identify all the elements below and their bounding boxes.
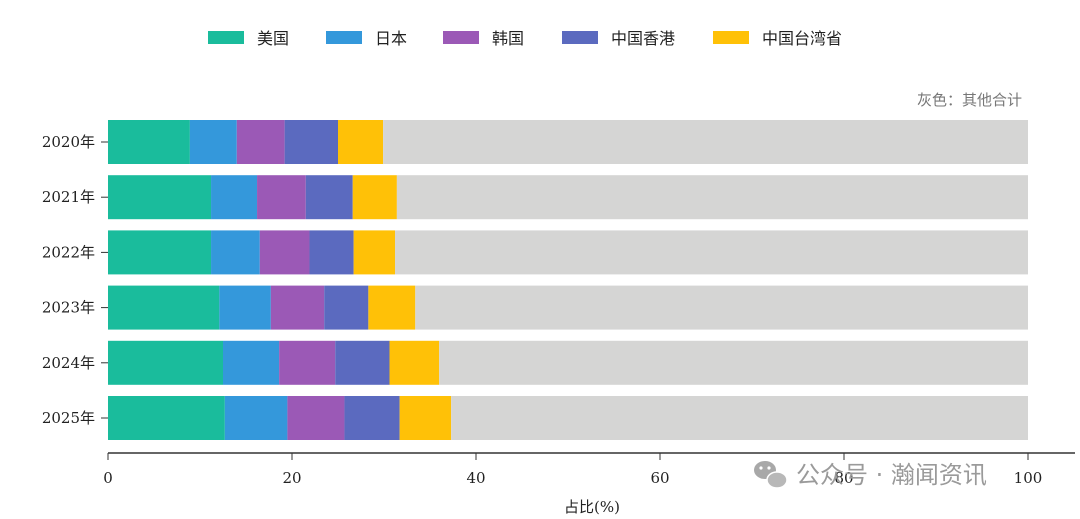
y-tick-label-5: 2024年 bbox=[42, 354, 95, 372]
bar-2-other bbox=[396, 175, 1028, 220]
x-tick-label-6: 100 bbox=[1014, 469, 1043, 487]
legend-label-1: 美国 bbox=[257, 29, 289, 48]
legend-swatch-2 bbox=[326, 31, 362, 44]
bar-4-other bbox=[415, 285, 1028, 330]
bar-6-3 bbox=[287, 396, 345, 440]
y-tick-label-6: 2025年 bbox=[42, 409, 95, 427]
bar-5-5 bbox=[389, 340, 440, 385]
bar-1-other bbox=[383, 120, 1029, 164]
legend: 美国 日本 韩国 中国香港 中国台湾省 bbox=[208, 29, 842, 48]
wechat-icon bbox=[754, 461, 788, 489]
bar-1-3 bbox=[236, 120, 285, 164]
bar-3-1 bbox=[108, 230, 212, 275]
bar-5-3 bbox=[279, 340, 336, 385]
bar-2-3 bbox=[257, 175, 306, 220]
legend-label-2: 日本 bbox=[375, 29, 407, 48]
x-tick-label-2: 20 bbox=[282, 469, 301, 487]
watermark-text: 公众号 · 瀚闻资讯 bbox=[796, 461, 987, 489]
bar-1-4 bbox=[284, 120, 338, 164]
bar-4-5 bbox=[368, 285, 416, 330]
bar-6-5 bbox=[399, 396, 452, 440]
x-tick-label-5: 80 bbox=[834, 469, 853, 487]
legend-swatch-3 bbox=[443, 31, 479, 44]
bar-3-5 bbox=[353, 230, 396, 275]
bar-2-2 bbox=[211, 175, 258, 220]
bar-6-4 bbox=[344, 396, 400, 440]
x-axis-title: 占比(%) bbox=[564, 498, 620, 516]
bar-6-other bbox=[451, 396, 1028, 440]
watermark: 公众号 · 瀚闻资讯 bbox=[754, 461, 987, 489]
bar-5-4 bbox=[335, 340, 390, 385]
bar-6-1 bbox=[108, 396, 225, 440]
bar-5-1 bbox=[108, 340, 223, 385]
bar-4-4 bbox=[324, 285, 369, 330]
legend-label-3: 韩国 bbox=[492, 29, 524, 48]
bars bbox=[108, 120, 1029, 440]
bar-6-2 bbox=[224, 396, 288, 440]
bar-3-other bbox=[395, 230, 1028, 275]
y-tick-label-3: 2022年 bbox=[42, 243, 95, 261]
remainder-note: 灰色：其他合计 bbox=[917, 91, 1022, 109]
bar-3-4 bbox=[309, 230, 354, 275]
bar-4-3 bbox=[270, 285, 325, 330]
bar-1-5 bbox=[338, 120, 384, 164]
bar-1-1 bbox=[108, 120, 190, 164]
y-tick-label-2: 2021年 bbox=[42, 188, 95, 206]
y-tick-label-1: 2020年 bbox=[42, 133, 95, 151]
legend-swatch-4 bbox=[562, 31, 598, 44]
bar-2-1 bbox=[108, 175, 212, 220]
x-tick-label-4: 60 bbox=[650, 469, 669, 487]
legend-label-4: 中国香港 bbox=[611, 29, 675, 48]
legend-swatch-1 bbox=[208, 31, 244, 44]
bar-2-4 bbox=[305, 175, 353, 220]
legend-swatch-5 bbox=[713, 31, 749, 44]
x-axis-ticks: 0 20 40 60 80 100 bbox=[103, 453, 1042, 487]
bar-2-5 bbox=[352, 175, 397, 220]
y-tick-label-4: 2023年 bbox=[42, 299, 95, 317]
x-tick-label-3: 40 bbox=[466, 469, 485, 487]
bar-4-1 bbox=[108, 285, 220, 330]
legend-label-5: 中国台湾省 bbox=[762, 29, 842, 48]
bar-1-2 bbox=[189, 120, 237, 164]
y-axis-ticks: 2020年 2021年 2022年 2023年 2024年 2025年 bbox=[42, 133, 108, 427]
bar-3-2 bbox=[211, 230, 260, 275]
bar-5-other bbox=[439, 340, 1028, 385]
bar-4-2 bbox=[219, 285, 271, 330]
bar-5-2 bbox=[223, 340, 280, 385]
x-tick-label-1: 0 bbox=[103, 469, 113, 487]
bar-3-3 bbox=[259, 230, 310, 275]
